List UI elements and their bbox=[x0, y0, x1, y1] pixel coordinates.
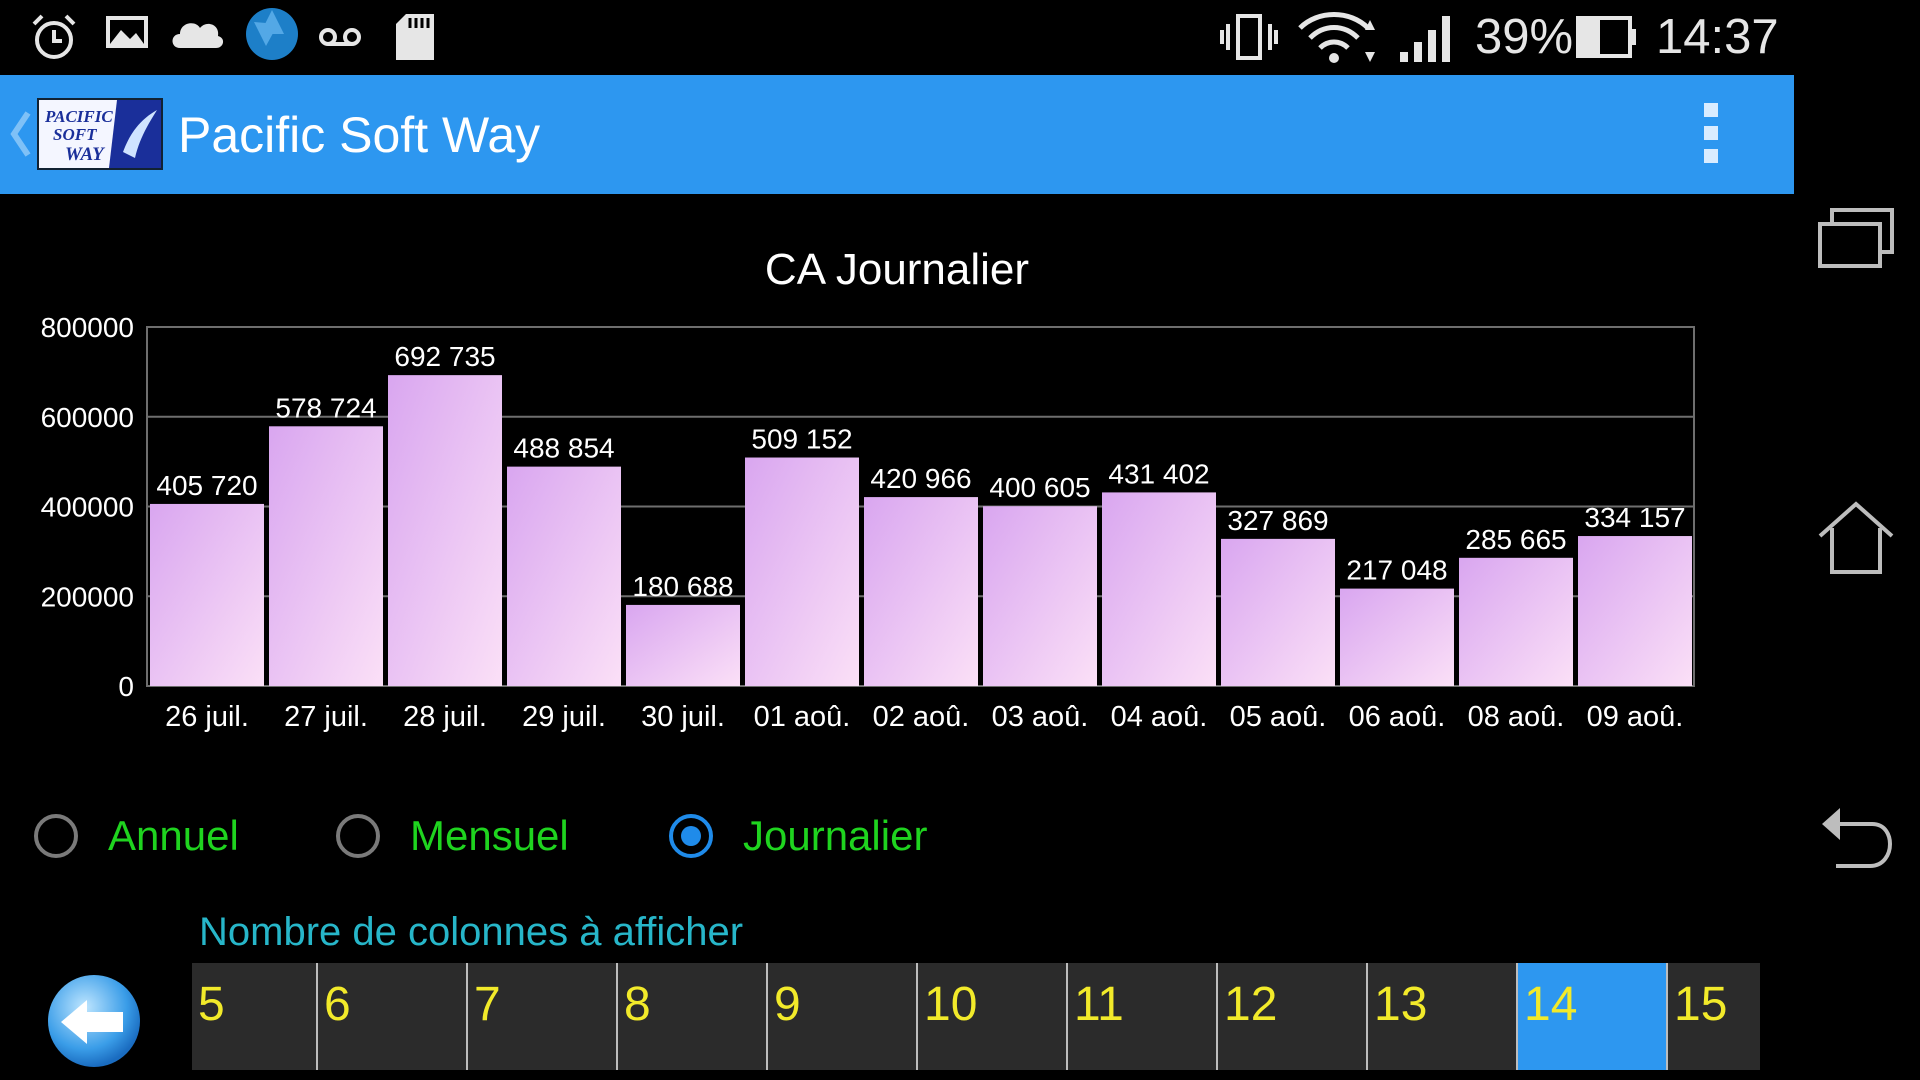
column-count-option[interactable]: 10 bbox=[918, 963, 1068, 1070]
x-tick-label: 01 aoû. bbox=[754, 701, 851, 733]
columns-count-strip: 5 6 7 8 9 10 11 12 13 14 15 bbox=[192, 963, 1760, 1070]
radio-annuel[interactable]: Annuel bbox=[34, 806, 239, 866]
column-count-option[interactable]: 11 bbox=[1068, 963, 1218, 1070]
x-tick-label: 05 aoû. bbox=[1230, 701, 1327, 733]
column-count-option[interactable]: 6 bbox=[318, 963, 468, 1070]
column-count-option[interactable]: 8 bbox=[618, 963, 768, 1070]
svg-text:WAY: WAY bbox=[65, 144, 106, 165]
bar-value-label: 405 720 bbox=[156, 470, 257, 501]
up-chevron-icon[interactable] bbox=[10, 111, 32, 157]
signal-icon bbox=[1400, 16, 1450, 62]
chart-bar bbox=[1221, 538, 1335, 686]
radio-label: Journalier bbox=[743, 812, 928, 859]
x-tick-label: 27 juil. bbox=[284, 701, 368, 733]
x-tick-label: 08 aoû. bbox=[1468, 701, 1565, 733]
chart-bar bbox=[626, 604, 740, 686]
bar-value-label: 400 605 bbox=[989, 472, 1090, 503]
alarm-icon bbox=[32, 14, 76, 59]
bar-value-label: 431 402 bbox=[1108, 458, 1209, 489]
action-bar: PACIFIC SOFT WAY Pacific Soft Way bbox=[0, 75, 1794, 194]
aperture-icon bbox=[246, 8, 298, 60]
radio-label: Mensuel bbox=[410, 812, 569, 859]
bar-value-label: 217 048 bbox=[1346, 555, 1447, 586]
bar-value-label: 420 966 bbox=[870, 463, 971, 494]
wifi-icon bbox=[1298, 12, 1375, 63]
home-icon[interactable] bbox=[1816, 500, 1896, 576]
app-title: Pacific Soft Way bbox=[178, 107, 541, 163]
radio-button[interactable] bbox=[34, 814, 78, 858]
bar-value-label: 180 688 bbox=[632, 571, 733, 602]
column-count-option[interactable]: 7 bbox=[468, 963, 618, 1070]
x-tick-label: 26 juil. bbox=[165, 701, 249, 733]
chart-bar bbox=[1102, 492, 1216, 686]
overflow-menu-button[interactable] bbox=[1700, 103, 1722, 167]
status-bar: 39% 14:37 bbox=[0, 0, 1794, 75]
column-count-option[interactable]: 15 bbox=[1674, 978, 1728, 1031]
chart-bar bbox=[1459, 557, 1573, 686]
recent-apps-icon[interactable] bbox=[1816, 204, 1896, 270]
x-tick-label: 03 aoû. bbox=[992, 701, 1089, 733]
battery-icon bbox=[1576, 16, 1636, 58]
bar-value-label: 488 854 bbox=[513, 433, 614, 464]
sd-card-icon bbox=[396, 14, 434, 60]
bar-value-label: 285 665 bbox=[1465, 524, 1566, 555]
x-tick-label: 04 aoû. bbox=[1111, 701, 1208, 733]
overflow-dot bbox=[1704, 103, 1718, 117]
bar-value-label: 509 152 bbox=[751, 424, 852, 455]
column-count-option[interactable]: 14 bbox=[1518, 963, 1668, 1070]
chart-bar bbox=[1578, 536, 1692, 686]
back-arrow-button[interactable] bbox=[45, 972, 143, 1070]
chart-bar bbox=[388, 375, 502, 686]
overflow-dot bbox=[1704, 126, 1718, 140]
radio-button[interactable] bbox=[669, 814, 713, 858]
chart-bar bbox=[864, 497, 978, 686]
overflow-dot bbox=[1704, 149, 1718, 163]
vibrate-icon bbox=[1220, 14, 1278, 60]
chart-bar bbox=[269, 426, 383, 686]
chart-bar bbox=[745, 457, 859, 686]
y-tick-label: 600000 bbox=[41, 402, 134, 433]
clock: 14:37 bbox=[1656, 10, 1779, 64]
radio-button[interactable] bbox=[336, 814, 380, 858]
x-tick-label: 09 aoû. bbox=[1587, 701, 1684, 733]
bar-value-label: 578 724 bbox=[275, 392, 376, 423]
gallery-icon bbox=[106, 16, 148, 48]
daily-revenue-chart: CA Journalier 0200000400000600000800000 … bbox=[41, 245, 1695, 733]
columns-count-label: Nombre de colonnes à afficher bbox=[199, 910, 744, 954]
logo-graphic: PACIFIC SOFT WAY bbox=[39, 100, 161, 168]
voicemail-icon bbox=[319, 28, 361, 46]
y-tick-label: 400000 bbox=[41, 492, 134, 523]
radio-mensuel[interactable]: Mensuel bbox=[336, 806, 569, 866]
chart-bar bbox=[1340, 588, 1454, 686]
chart-bar bbox=[983, 506, 1097, 686]
bar-value-label: 692 735 bbox=[394, 341, 495, 372]
radio-label: Annuel bbox=[108, 812, 239, 859]
x-tick-label: 02 aoû. bbox=[873, 701, 970, 733]
radio-journalier[interactable]: Journalier bbox=[669, 806, 927, 866]
x-tick-label: 30 juil. bbox=[641, 701, 725, 733]
bar-value-label: 327 869 bbox=[1227, 505, 1328, 536]
x-tick-label: 06 aoû. bbox=[1349, 701, 1446, 733]
navigation-bar bbox=[1794, 0, 1920, 1080]
svg-text:PACIFIC: PACIFIC bbox=[44, 107, 113, 126]
y-tick-label: 200000 bbox=[41, 581, 134, 612]
y-tick-label: 0 bbox=[118, 671, 134, 702]
battery-percent: 39% bbox=[1475, 10, 1574, 64]
chart-bar bbox=[150, 503, 264, 686]
x-tick-label: 28 juil. bbox=[403, 701, 487, 733]
svg-text:SOFT: SOFT bbox=[53, 125, 97, 144]
chart-bar bbox=[507, 466, 621, 686]
back-icon[interactable] bbox=[1816, 802, 1896, 872]
column-count-option[interactable]: 5 bbox=[192, 963, 318, 1070]
column-count-option[interactable]: 12 bbox=[1218, 963, 1368, 1070]
column-count-option[interactable]: 13 bbox=[1368, 963, 1518, 1070]
y-tick-label: 800000 bbox=[41, 312, 134, 343]
x-tick-label: 29 juil. bbox=[522, 701, 606, 733]
bar-value-label: 334 157 bbox=[1584, 502, 1685, 533]
cloud-icon bbox=[172, 23, 224, 48]
app-logo[interactable]: PACIFIC SOFT WAY bbox=[37, 98, 163, 170]
chart-title: CA Journalier bbox=[765, 245, 1029, 294]
column-count-option[interactable]: 9 bbox=[768, 963, 918, 1070]
